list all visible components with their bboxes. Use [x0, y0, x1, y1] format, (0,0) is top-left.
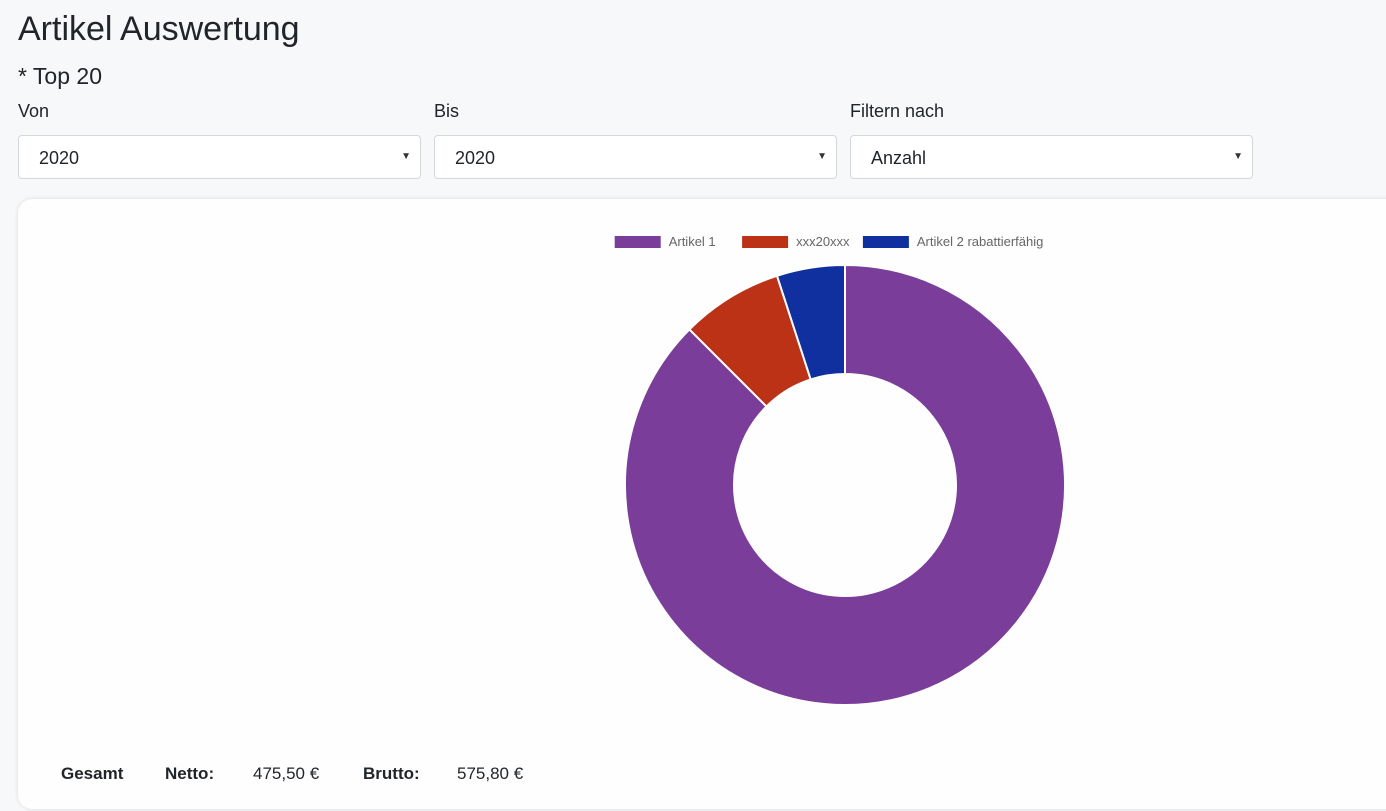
chart-slices — [624, 263, 1067, 706]
gross-value: 575,80 € — [457, 764, 524, 783]
filter-by-select[interactable]: Anzahl ▼ — [850, 135, 1253, 179]
to-label: Bis — [434, 101, 460, 121]
to-year-value: 2020 — [455, 148, 496, 168]
page-title: Artikel Auswertung — [18, 10, 300, 48]
chart-card: Artikel 1 xxx20xxx Artikel 2 rabattierfähi… — [18, 199, 1386, 809]
legend-label-2[interactable]: xxx20xxx — [796, 234, 850, 249]
legend-swatch-1[interactable] — [614, 236, 661, 248]
from-year-select[interactable]: 2020 ▼ — [18, 135, 421, 179]
filter-by-label: Filtern nach — [850, 101, 945, 121]
net-label: Netto: — [165, 764, 215, 783]
total-label: Gesamt — [61, 764, 124, 783]
legend-swatch-2[interactable] — [742, 236, 789, 248]
from-year-value: 2020 — [39, 148, 80, 168]
caret-down-icon: ▼ — [817, 151, 827, 162]
chart-legend: Artikel 1 xxx20xxx Artikel 2 rabattierfähi… — [614, 234, 1043, 249]
from-label: Von — [18, 101, 50, 121]
doughnut-chart: Artikel 1 xxx20xxx Artikel 2 rabattierfähi… — [614, 234, 1067, 706]
legend-label-1[interactable]: Artikel 1 — [669, 234, 716, 249]
net-value: 475,50 € — [253, 764, 320, 783]
doughnut-slice-1[interactable] — [624, 263, 1067, 706]
doughnut-slice-3[interactable] — [775, 263, 846, 381]
caret-down-icon: ▼ — [401, 151, 411, 162]
to-year-select[interactable]: 2020 ▼ — [434, 135, 837, 179]
caret-down-icon: ▼ — [1233, 151, 1243, 162]
filter-by-value: Anzahl — [871, 148, 927, 168]
gross-label: Brutto: — [363, 764, 420, 783]
legend-label-3[interactable]: Artikel 2 rabattierfähig — [917, 234, 1043, 249]
page-subtitle: * Top 20 — [18, 63, 102, 89]
legend-swatch-3[interactable] — [862, 236, 909, 248]
